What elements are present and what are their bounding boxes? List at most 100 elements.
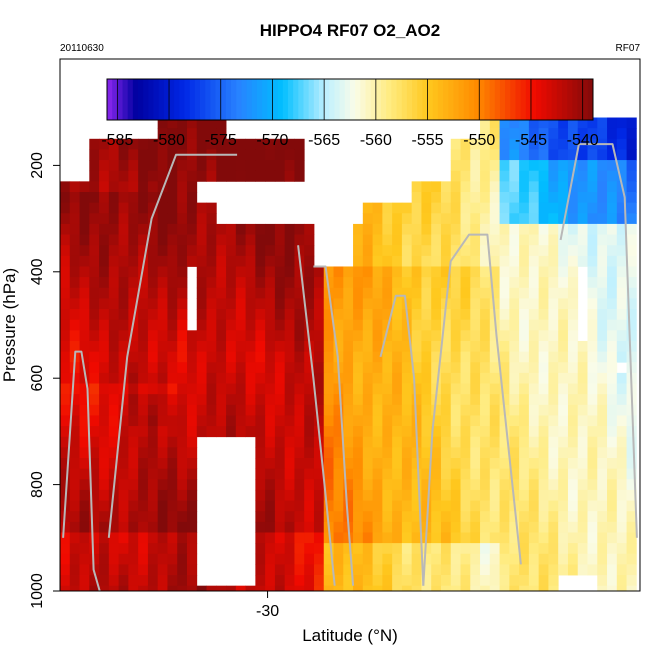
heatmap-cell (372, 458, 383, 470)
heatmap-cell (372, 500, 383, 512)
heatmap-cell (186, 553, 198, 565)
heatmap-cell (343, 436, 354, 448)
heatmap-cell (177, 383, 188, 395)
heatmap-cell (216, 266, 227, 278)
colorbar-swatch (236, 79, 242, 120)
heatmap-cell (509, 585, 520, 592)
heatmap-cell (626, 277, 637, 289)
heatmap-cell (118, 266, 129, 278)
heatmap-cell (304, 479, 315, 491)
heatmap-cell (216, 223, 227, 235)
heatmap-cell (460, 383, 471, 395)
heatmap-cell (108, 447, 120, 459)
colorbar-swatch (401, 79, 408, 120)
heatmap-cell (69, 298, 80, 310)
heatmap-cell (255, 287, 266, 299)
heatmap-cell (157, 223, 168, 235)
heatmap-cell (99, 351, 110, 363)
heatmap-cell (157, 489, 168, 501)
heatmap-cell (411, 404, 422, 416)
heatmap-cell (353, 532, 364, 544)
heatmap-cell (99, 404, 110, 416)
heatmap-cell (362, 575, 373, 587)
heatmap-cell (372, 309, 383, 321)
heatmap-cell (470, 404, 481, 416)
heatmap-cell (108, 213, 120, 225)
heatmap-cell (528, 543, 540, 555)
colorbar-swatch (344, 79, 351, 120)
heatmap-cell (372, 415, 383, 427)
heatmap-cell (255, 479, 266, 491)
heatmap-cell (196, 234, 207, 246)
heatmap-cell (333, 340, 344, 352)
heatmap-cell (567, 277, 579, 289)
heatmap-cell (450, 447, 461, 459)
heatmap-cell (597, 372, 608, 384)
heatmap-cell (79, 213, 90, 225)
heatmap-cell (440, 362, 452, 374)
heatmap-cell (284, 415, 295, 427)
colorbar-swatch (282, 79, 289, 120)
heatmap-cell (411, 394, 422, 406)
heatmap-cell (147, 415, 159, 427)
heatmap-cell (69, 426, 80, 438)
heatmap-cell (528, 383, 540, 395)
heatmap-cell (284, 330, 295, 342)
heatmap-cell (167, 234, 178, 246)
heatmap-cell (519, 372, 530, 384)
heatmap-cell (323, 426, 334, 438)
heatmap-cell (616, 489, 627, 501)
heatmap-cell (138, 500, 149, 512)
heatmap-cell (294, 351, 305, 363)
heatmap-cell (304, 489, 315, 501)
heatmap-cell (60, 245, 71, 257)
heatmap-cell (528, 223, 540, 235)
heatmap-cell (548, 468, 559, 480)
heatmap-cell (274, 298, 286, 310)
heatmap-cell (157, 575, 168, 587)
heatmap-cell (450, 181, 461, 193)
heatmap-cell (470, 213, 481, 225)
heatmap-cell (177, 415, 188, 427)
heatmap-cell (440, 394, 452, 406)
heatmap-cell (323, 309, 334, 321)
heatmap-cell (147, 575, 159, 587)
heatmap-cell (235, 330, 246, 342)
heatmap-cell (294, 309, 305, 321)
heatmap-cell (421, 234, 432, 246)
heatmap-cell (431, 202, 442, 214)
heatmap-cell (538, 202, 549, 214)
heatmap-cell (382, 426, 393, 438)
heatmap-cell (616, 202, 627, 214)
heatmap-cell (60, 298, 71, 310)
heatmap-cell (255, 394, 266, 406)
heatmap-cell (177, 202, 188, 214)
heatmap-cell (548, 330, 559, 342)
heatmap-cell (216, 234, 227, 246)
heatmap-cell (489, 340, 500, 352)
heatmap-cell (440, 223, 452, 235)
heatmap-cell (626, 138, 637, 150)
heatmap-cell (411, 192, 422, 204)
heatmap-cell (69, 543, 80, 555)
heatmap-cell (401, 468, 413, 480)
colorbar-swatch (184, 79, 191, 120)
heatmap-cell (382, 436, 393, 448)
colorbar-swatch (272, 79, 279, 120)
heatmap-cell (499, 266, 510, 278)
heatmap-cell (265, 245, 276, 257)
heatmap-cell (567, 511, 579, 523)
heatmap-cell (69, 436, 80, 448)
heatmap-cell (587, 223, 598, 235)
heatmap-cell (186, 202, 198, 214)
heatmap-cell (597, 245, 608, 257)
heatmap-cell (616, 160, 627, 172)
heatmap-cell (528, 553, 540, 565)
heatmap-cell (587, 436, 598, 448)
heatmap-cell (294, 362, 305, 374)
heatmap-cell (548, 447, 559, 459)
heatmap-cell (89, 383, 100, 395)
heatmap-cell (313, 394, 325, 406)
heatmap-cell (382, 213, 393, 225)
heatmap-cell (284, 585, 295, 592)
